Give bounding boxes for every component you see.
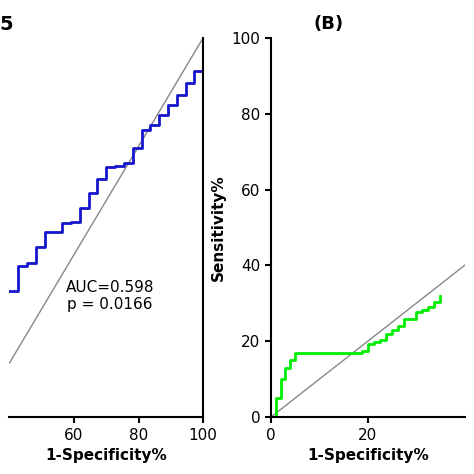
X-axis label: 1-Specificity%: 1-Specificity% [307, 448, 428, 463]
Text: 5: 5 [0, 15, 13, 34]
X-axis label: 1-Specificity%: 1-Specificity% [46, 448, 167, 463]
Text: (B): (B) [314, 15, 344, 33]
Y-axis label: Sensitivity%: Sensitivity% [211, 174, 226, 281]
Text: AUC=0.598
p = 0.0166: AUC=0.598 p = 0.0166 [66, 280, 155, 312]
